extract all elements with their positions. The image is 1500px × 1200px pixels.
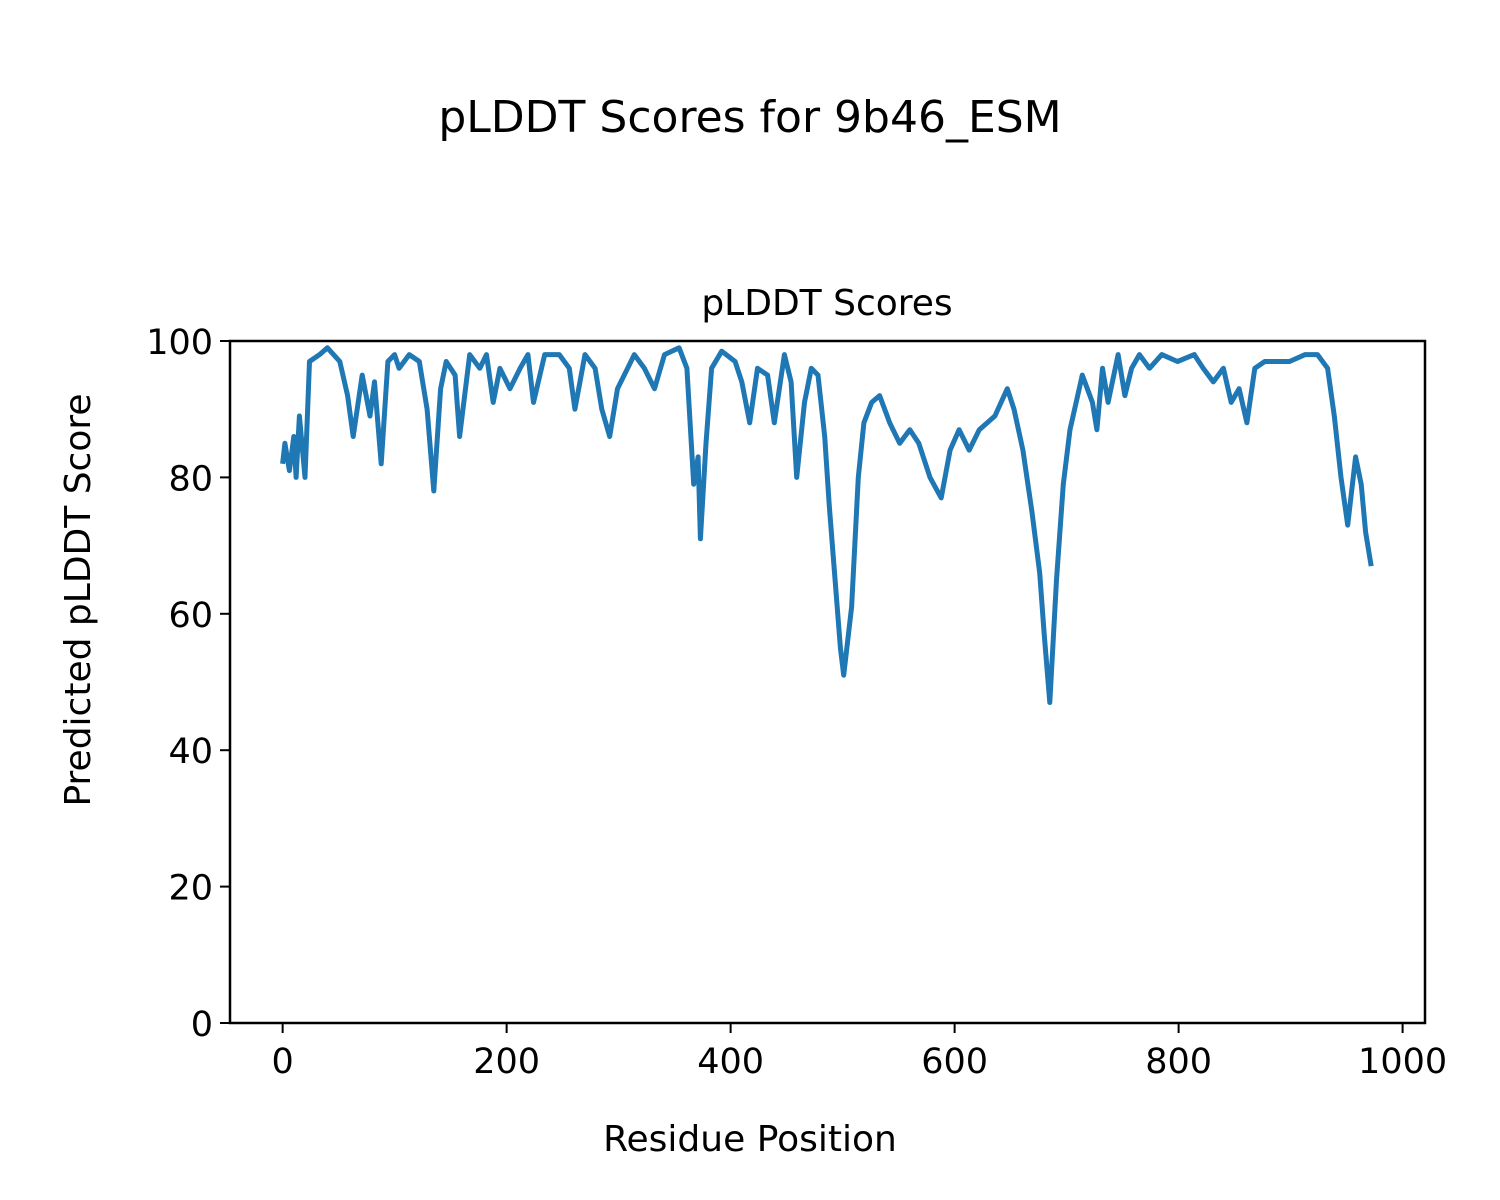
x-tick-label: 400 [697,1042,764,1082]
plot-area [280,345,1374,705]
y-tick-label: 60 [168,596,213,636]
x-tick-label: 200 [473,1042,540,1082]
x-tick-label: 0 [271,1042,293,1082]
y-axis-ticks: 0 20 40 60 80 100 [146,323,230,1045]
y-tick-label: 40 [168,732,213,772]
x-tick-label: 1000 [1358,1042,1447,1082]
x-axis-ticks: 0 200 400 600 800 1000 [271,1023,1447,1082]
y-tick-label: 80 [168,459,213,499]
y-tick-label: 20 [168,869,213,909]
axes-frame [228,339,1427,1025]
x-tick-label: 800 [1145,1042,1212,1082]
x-axis-label: Residue Position [603,1119,897,1160]
series-line-plddt [280,345,1374,705]
y-tick-label: 100 [146,323,213,363]
y-tick-label: 0 [191,1005,213,1045]
chart-title: pLDDT Scores [701,283,952,324]
x-tick-label: 600 [921,1042,988,1082]
figure-title: pLDDT Scores for 9b46_ESM [438,92,1062,143]
y-axis-label: Predicted pLDDT Score [58,393,99,806]
